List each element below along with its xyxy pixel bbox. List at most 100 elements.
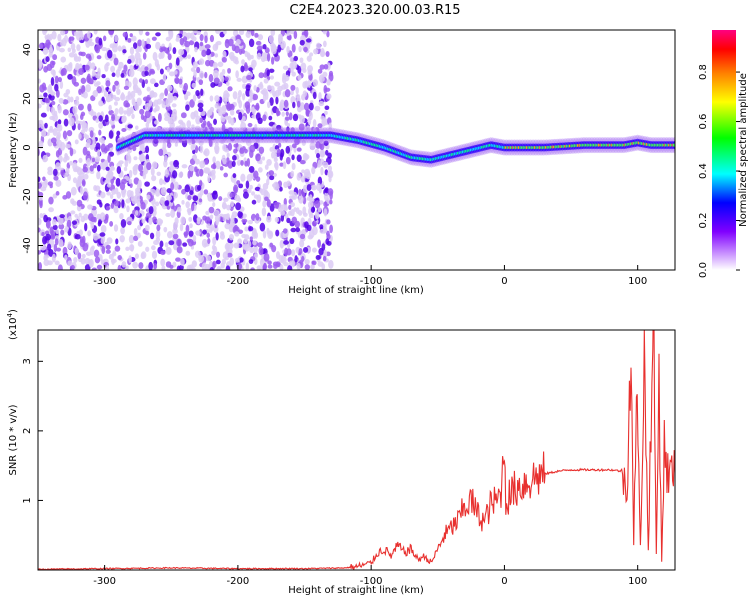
noise-blob (303, 212, 308, 217)
noise-blob (220, 105, 227, 115)
noise-blob (126, 107, 132, 117)
noise-blob (226, 152, 230, 158)
noise-blob (229, 257, 235, 266)
noise-blob (153, 262, 158, 270)
noise-blob (211, 169, 216, 176)
noise-blob (60, 39, 64, 47)
noise-blob (146, 37, 151, 45)
noise-blob (234, 231, 240, 237)
noise-blob (188, 40, 195, 46)
noise-blob (289, 30, 295, 35)
noise-blob (118, 61, 124, 69)
noise-blob (71, 200, 78, 206)
noise-blob (131, 113, 135, 120)
noise-blob (179, 223, 184, 232)
noise-blob (38, 59, 42, 64)
noise-blob (44, 34, 49, 40)
noise-blob (74, 233, 81, 240)
y-tick-label: 3 (22, 358, 33, 364)
noise-blob (262, 43, 267, 50)
noise-blob (69, 264, 75, 270)
noise-blob (138, 78, 143, 83)
noise-blob (240, 173, 246, 182)
noise-blob (42, 154, 49, 163)
noise-blob (308, 102, 314, 111)
noise-blob (130, 56, 135, 63)
noise-blob (325, 51, 330, 58)
noise-blob (104, 114, 109, 123)
noise-blob (154, 82, 159, 88)
noise-blob (226, 213, 230, 221)
noise-blob (82, 191, 89, 201)
noise-blob (302, 196, 307, 205)
noise-blob (77, 123, 81, 131)
noise-blob (296, 262, 301, 270)
noise-blob (76, 44, 81, 52)
noise-blob (229, 103, 234, 109)
noise-blob (46, 104, 50, 112)
noise-blob (151, 161, 158, 169)
noise-blob (326, 79, 331, 86)
noise-blob (234, 56, 239, 62)
noise-blob (299, 239, 305, 248)
noise-blob (307, 234, 314, 240)
noise-blob (292, 191, 298, 200)
noise-blob (125, 265, 129, 270)
noise-blob (163, 155, 168, 162)
noise-blob (78, 103, 84, 111)
noise-blob (241, 218, 248, 223)
noise-blob (72, 177, 78, 184)
noise-blob (196, 185, 202, 191)
noise-blob (281, 84, 287, 90)
noise-blob (151, 245, 156, 251)
noise-blob (96, 164, 101, 172)
noise-blob (215, 251, 221, 258)
colorbar-tick-label: 0.0 (698, 262, 709, 278)
noise-blob (221, 202, 228, 209)
noise-blob (223, 197, 229, 202)
noise-blob (175, 57, 180, 66)
noise-blob (67, 47, 72, 53)
noise-blob (48, 249, 54, 257)
noise-blob (172, 95, 178, 101)
noise-blob (60, 56, 67, 63)
noise-blob (142, 170, 147, 180)
noise-blob (157, 112, 162, 122)
noise-blob (63, 35, 69, 44)
noise-blob (303, 102, 310, 111)
noise-blob (93, 82, 99, 87)
noise-blob (237, 197, 242, 202)
noise-blob (305, 109, 310, 115)
noise-blob (69, 147, 74, 157)
noise-blob (156, 171, 162, 177)
noise-blob (312, 91, 317, 100)
noise-blob (168, 30, 172, 35)
noise-blob (109, 172, 114, 180)
noise-blob (299, 39, 305, 46)
noise-blob (325, 238, 330, 245)
noise-blob (304, 264, 310, 270)
noise-blob (255, 153, 261, 162)
snr-x-ticks: -300 -200 -100 0 100 (93, 565, 647, 587)
noise-blob (50, 76, 55, 86)
noise-blob (206, 232, 210, 238)
noise-blob (43, 42, 48, 48)
noise-blob (160, 186, 167, 196)
noise-blob (228, 234, 235, 241)
noise-blob (231, 160, 236, 168)
noise-blob (72, 105, 78, 115)
noise-blob (84, 264, 91, 270)
noise-blob (99, 232, 106, 237)
noise-blob (150, 167, 155, 176)
noise-blob (144, 181, 150, 187)
noise-blob (39, 42, 44, 49)
noise-blob (284, 116, 290, 121)
noise-blob (245, 84, 251, 91)
noise-blob (256, 45, 263, 51)
colorbar-tick-label: 0.6 (698, 114, 709, 130)
noise-blob (235, 70, 239, 79)
noise-blob (263, 262, 267, 270)
noise-blob (244, 234, 250, 241)
noise-blob (246, 52, 251, 60)
snr-multiplier-label: (x104) (6, 309, 19, 340)
